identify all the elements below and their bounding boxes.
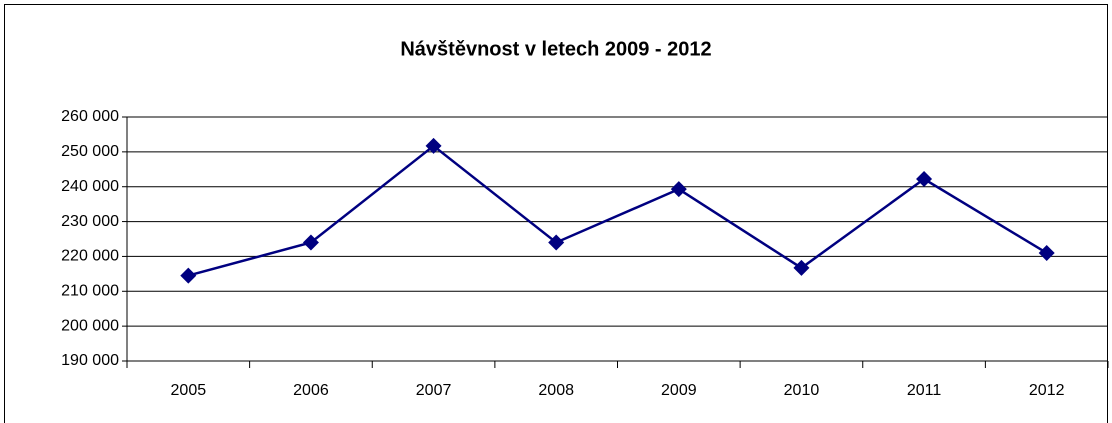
data-point [425, 137, 442, 154]
y-tick-label: 200 000 [61, 317, 119, 334]
x-tick-label: 2007 [416, 382, 452, 399]
data-point [548, 234, 565, 251]
data-line [187, 144, 1048, 277]
y-tick-label: 250 000 [61, 143, 119, 160]
x-tick-label: 2006 [293, 382, 329, 399]
y-tick-label: 230 000 [61, 213, 119, 230]
x-tick-label: 2012 [1029, 382, 1065, 399]
x-tick-label: 2009 [661, 382, 697, 399]
chart-title: Návštěvnost v letech 2009 - 2012 [400, 38, 711, 60]
y-tick-label: 240 000 [61, 178, 119, 195]
data-point [916, 171, 933, 188]
x-tick-label: 2010 [784, 382, 820, 399]
y-tick-label: 210 000 [61, 283, 119, 300]
data-point [670, 181, 687, 198]
data-point [793, 259, 810, 276]
x-tick-label: 2008 [538, 382, 574, 399]
x-tick-label: 2005 [171, 382, 207, 399]
x-tick-label: 2011 [907, 382, 942, 399]
y-tick-label: 220 000 [61, 248, 119, 265]
y-tick-label: 190 000 [61, 352, 119, 369]
data-point [1038, 244, 1055, 261]
data-point [302, 234, 319, 251]
data-point [180, 267, 197, 284]
y-tick-label: 260 000 [61, 108, 119, 125]
chart-border [4, 4, 1108, 423]
